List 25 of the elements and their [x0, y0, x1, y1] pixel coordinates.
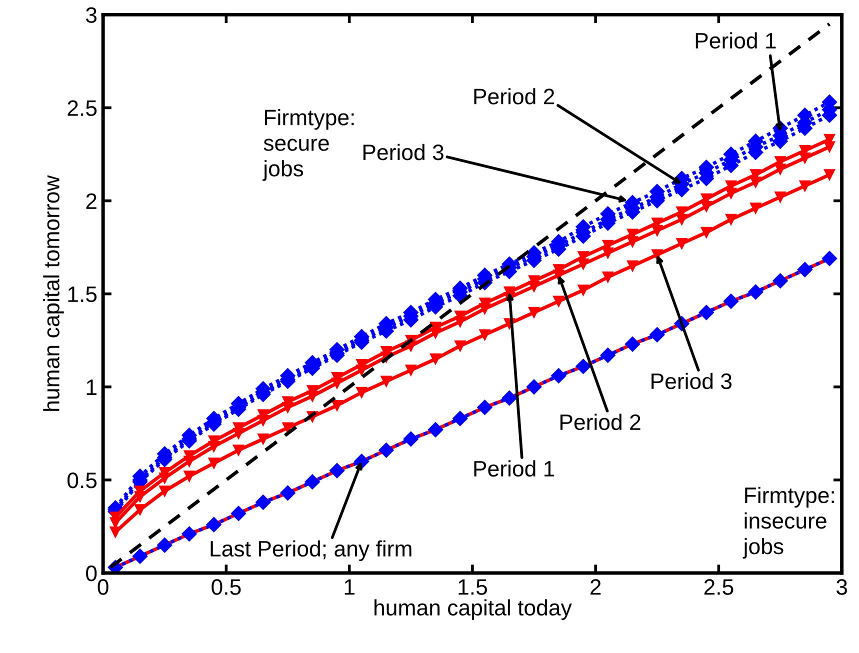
- annotation: Period 1: [696, 32, 776, 49]
- annotation: Period 3: [363, 144, 444, 160]
- y-tick-label: 1: [86, 380, 96, 395]
- y-axis-title: human capital tomorrow: [43, 175, 64, 411]
- x-tick-label: 0: [98, 579, 108, 595]
- x-tick-label: 0.5: [212, 579, 241, 595]
- annotation: Period 2: [560, 414, 640, 430]
- x-tick-label: 2.5: [704, 579, 734, 595]
- y-tick-label: 0: [86, 566, 97, 582]
- y-tick-label: 2: [86, 193, 96, 209]
- x-tick-label: 1: [344, 579, 354, 595]
- annotation: Firmtype: secure jobs: [262, 109, 354, 181]
- x-axis-title: human capital today: [374, 599, 572, 620]
- x-tick-label: 2: [590, 579, 601, 595]
- y-tick-label: 3: [86, 7, 97, 23]
- y-tick-label: 0.5: [68, 472, 97, 488]
- y-tick-label: 2.5: [68, 100, 97, 116]
- annotation: Period 1: [474, 460, 554, 477]
- y-tick-label: 1.5: [68, 286, 97, 302]
- x-tick-label: 3: [836, 579, 848, 595]
- x-tick-label: 1.5: [458, 579, 487, 595]
- annotation: Last Period; any firm: [210, 540, 412, 562]
- annotation: Firmtype: insecure jobs: [742, 486, 834, 559]
- annotation: Period 2: [474, 88, 554, 104]
- annotation: Period 3: [652, 372, 732, 390]
